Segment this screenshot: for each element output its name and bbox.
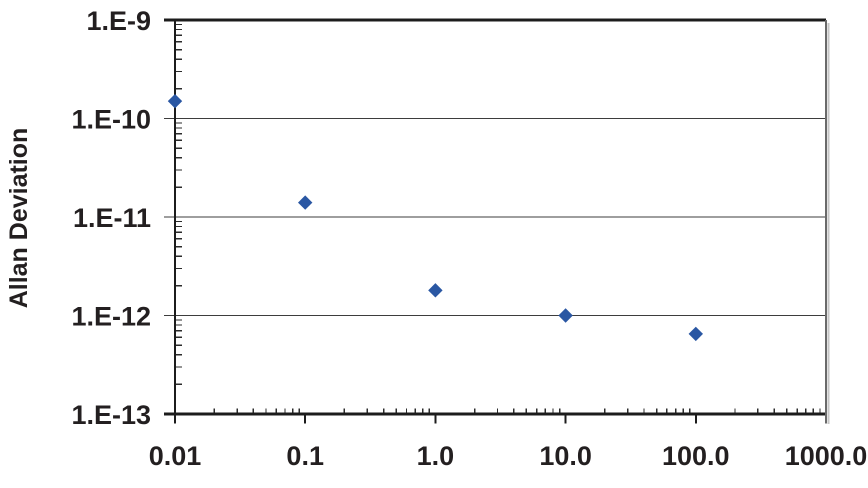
data-point xyxy=(167,93,183,109)
x-tick-label: 1000.0 xyxy=(785,441,868,471)
x-tick-label: 0.1 xyxy=(286,441,324,471)
y-tick-label: 1.E-9 xyxy=(86,6,151,36)
x-axis-tick-labels: 0.01 0.1 1.0 10.0 100.0 1000.0 xyxy=(149,441,868,471)
data-point xyxy=(298,195,313,210)
x-tick-label: 100.0 xyxy=(662,441,730,471)
x-tick-label: 1.0 xyxy=(417,441,455,471)
y-tick-label: 1.E-11 xyxy=(73,203,151,233)
data-point xyxy=(428,283,443,298)
data-point xyxy=(688,326,703,342)
y-tick-label: 1.E-13 xyxy=(71,400,151,430)
y-tick-label: 1.E-10 xyxy=(71,105,151,135)
minor-ticks xyxy=(175,23,821,414)
data-point xyxy=(558,308,573,323)
y-axis-title: Allan Deviation xyxy=(5,128,33,309)
axes-border xyxy=(164,18,830,424)
y-axis-tick-labels: 1.E-9 1.E-10 1.E-11 1.E-12 1.E-13 xyxy=(71,6,151,430)
data-points xyxy=(167,93,703,342)
x-tick-label: 10.0 xyxy=(539,441,592,471)
x-tick-label: 0.01 xyxy=(149,441,202,471)
y-tick-label: 1.E-12 xyxy=(71,302,151,332)
major-gridlines xyxy=(164,117,826,317)
